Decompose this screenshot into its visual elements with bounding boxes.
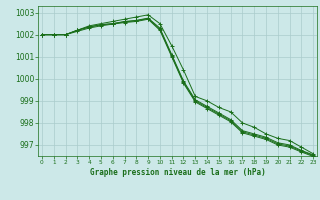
X-axis label: Graphe pression niveau de la mer (hPa): Graphe pression niveau de la mer (hPa) bbox=[90, 168, 266, 177]
